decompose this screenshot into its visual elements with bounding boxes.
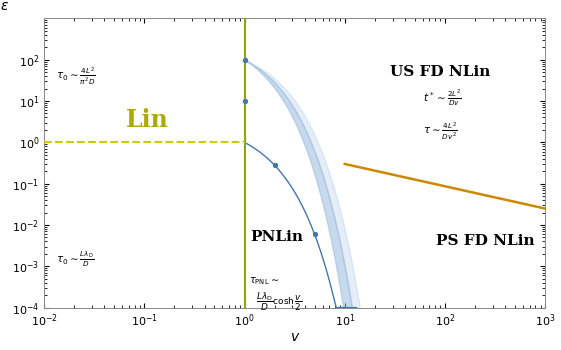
Point — [341, 346, 350, 350]
Text: $\tau_0 \sim \frac{L\lambda_{\mathrm{D}}}{D}$: $\tau_0 \sim \frac{L\lambda_{\mathrm{D}}… — [56, 249, 94, 269]
Text: $\tau_0 \sim \frac{4L^2}{\pi^2 D}$: $\tau_0 \sim \frac{4L^2}{\pi^2 D}$ — [56, 65, 95, 87]
Text: Lin: Lin — [126, 108, 168, 132]
Text: PS FD NLin: PS FD NLin — [435, 234, 534, 248]
Text: PNLin: PNLin — [251, 230, 304, 244]
Text: US FD NLin: US FD NLin — [390, 65, 490, 79]
Y-axis label: ε: ε — [0, 0, 8, 13]
X-axis label: v: v — [291, 330, 299, 344]
Text: $\tau \sim \frac{4L^2}{Dv^2}$: $\tau \sim \frac{4L^2}{Dv^2}$ — [423, 121, 457, 142]
Text: $\tau_{\mathrm{PNL}} \sim$: $\tau_{\mathrm{PNL}} \sim$ — [249, 275, 279, 287]
Text: $t^* \sim \frac{2L^2}{Dv}$: $t^* \sim \frac{2L^2}{Dv}$ — [423, 88, 462, 108]
Point — [310, 231, 319, 237]
Point — [240, 57, 249, 63]
Point — [240, 98, 249, 104]
Point — [270, 162, 279, 168]
Text: $\dfrac{L\lambda_{\mathrm{D}}}{D} \cosh \dfrac{v}{2}$: $\dfrac{L\lambda_{\mathrm{D}}}{D} \cosh … — [256, 290, 302, 313]
